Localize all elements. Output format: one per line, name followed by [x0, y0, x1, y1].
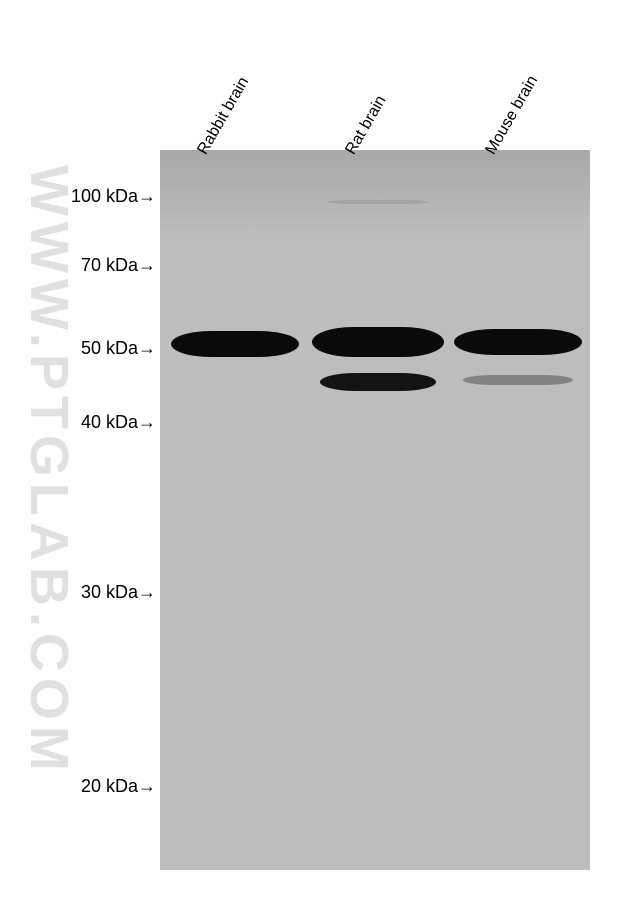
- blot-band: [463, 375, 573, 385]
- blot-band: [312, 327, 444, 357]
- lane-label: Rabbit brain: [194, 74, 253, 158]
- blot-band: [171, 331, 299, 357]
- mw-marker-label: 30 kDa→: [81, 582, 156, 603]
- lane-label: Rat brain: [342, 93, 390, 158]
- mw-marker-label: 100 kDa→: [71, 186, 156, 207]
- lane-label: Mouse brain: [482, 73, 542, 158]
- mw-marker-label: 50 kDa→: [81, 338, 156, 359]
- blot-band: [328, 200, 428, 204]
- figure-container: WWW.PTGLAB.COM Rabbit brain Rat brain Mous…: [0, 0, 620, 900]
- blot-band: [320, 373, 436, 391]
- watermark-text: WWW.PTGLAB.COM: [18, 165, 80, 777]
- mw-marker-label: 40 kDa→: [81, 412, 156, 433]
- mw-marker-label: 20 kDa→: [81, 776, 156, 797]
- blot-band: [454, 329, 582, 355]
- blot-membrane: [160, 150, 590, 870]
- mw-marker-label: 70 kDa→: [81, 255, 156, 276]
